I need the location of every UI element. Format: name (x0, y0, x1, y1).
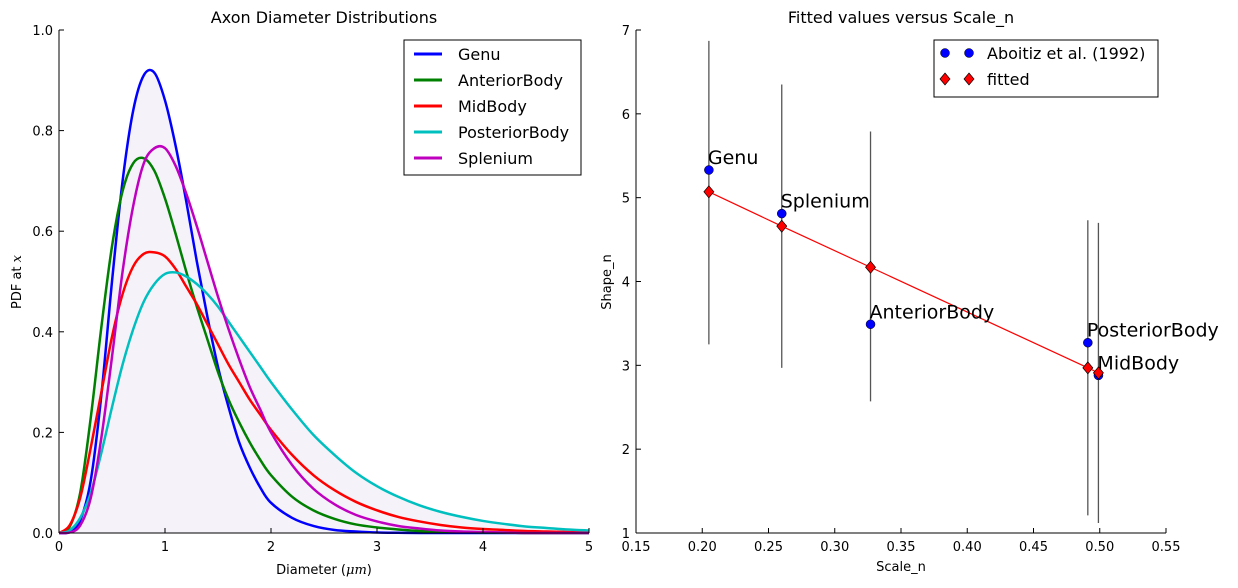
right-x-tick-label: 0.55 (1152, 540, 1181, 555)
right-fitted-points (703, 185, 1104, 380)
fitted-point-genu (703, 185, 715, 199)
left-y-tick-label: 1.0 (32, 24, 53, 39)
right-x-axis-label: Scale_n (876, 560, 926, 575)
right-x-ticks: 0.15 0.20 0.25 0.30 0.35 0.40 0.45 0.50 0.55 (622, 528, 1181, 555)
point-label-anteriorbody: AnteriorBody (870, 301, 995, 323)
right-y-tick-label: 7 (622, 24, 630, 39)
right-x-tick-label: 0.30 (820, 540, 849, 555)
right-y-tick-label: 2 (622, 443, 630, 458)
legend-label-posteriorbody: PosteriorBody (458, 123, 569, 142)
legend-label-anteriorbody: AnteriorBody (458, 71, 563, 90)
left-legend-items: Genu AnteriorBody MidBody PosteriorBody Sple… (414, 45, 569, 168)
right-fit-line (708, 191, 1099, 374)
right-y-tick-label: 1 (622, 527, 630, 542)
legend-fitted-label: fitted (987, 70, 1030, 89)
legend-fitted-marker-2 (963, 72, 975, 86)
left-y-axis-label: PDF at x (10, 254, 25, 309)
left-x-axis-label-main: Diameter ( (276, 563, 346, 578)
left-y-tick-label: 0.8 (32, 125, 53, 140)
left-x-axis-label-close: ) (367, 563, 372, 578)
right-chart: Fitted values versus Scale_n Genu Spleniu… (600, 8, 1219, 575)
left-x-ticks: 0 1 2 3 4 5 (55, 528, 593, 555)
right-y-tick-label: 4 (622, 276, 630, 291)
point-label-genu: Genu (708, 147, 759, 169)
left-x-axis-label: Diameter (μm) (276, 563, 372, 578)
series-line-posteriorbody (58, 270, 590, 535)
series-line-splenium (58, 144, 589, 535)
legend-observed-label: Aboitiz et al. (1992) (987, 44, 1145, 63)
right-error-bars (708, 40, 1100, 523)
right-y-tick-label: 6 (622, 108, 630, 123)
fit-line (708, 191, 1099, 374)
left-y-ticks: 0.0 0.2 0.4 0.6 0.8 1.0 (32, 24, 64, 542)
point-label-posteriorbody: PosteriorBody (1087, 320, 1219, 342)
left-chart-title: Axon Diameter Distributions (211, 8, 437, 27)
right-observed-points (704, 165, 1104, 381)
left-x-tick-label: 5 (585, 540, 593, 555)
left-fill-layer (59, 72, 589, 533)
left-x-tick-label: 0 (55, 540, 63, 555)
right-y-tick-label: 5 (622, 192, 630, 207)
right-x-tick-label: 0.45 (1019, 540, 1048, 555)
observed-point-genu (704, 165, 714, 175)
left-shaded-area (59, 72, 589, 533)
observed-point-posteriorbody (1083, 337, 1093, 348)
point-label-splenium: Splenium (781, 191, 870, 213)
left-y-axis-label-var: x (10, 254, 25, 262)
left-y-axis-label-main: PDF at (10, 262, 25, 309)
fitted-point-anteriorbody (865, 260, 876, 274)
legend-observed-marker-2 (964, 48, 974, 58)
left-x-tick-label: 3 (373, 540, 381, 555)
right-x-tick-label: 0.20 (688, 540, 717, 555)
fitted-point-midbody (1092, 366, 1104, 380)
right-y-tick-label: 3 (622, 359, 630, 374)
left-x-tick-label: 1 (161, 540, 169, 555)
legend-observed-marker-1 (940, 48, 950, 58)
legend-label-genu: Genu (458, 45, 501, 64)
right-x-tick-label: 0.25 (754, 540, 783, 555)
right-y-ticks: 1 2 3 4 5 6 7 (622, 24, 641, 542)
right-x-tick-label: 0.50 (1085, 540, 1114, 555)
right-y-axis-label: Shape_n (600, 254, 615, 309)
left-y-tick-label: 0.6 (32, 225, 53, 240)
observed-point-splenium (777, 208, 787, 219)
left-x-tick-label: 4 (479, 540, 487, 555)
legend-label-midbody: MidBody (458, 97, 527, 116)
right-x-tick-label: 0.15 (622, 540, 651, 555)
right-x-tick-label: 0.40 (953, 540, 982, 555)
right-legend: Aboitiz et al. (1992) fitted (933, 39, 1159, 98)
left-x-tick-label: 2 (267, 540, 275, 555)
left-axes (58, 30, 589, 534)
point-label-midbody: MidBody (1097, 352, 1179, 374)
legend-fitted-marker-1 (939, 72, 951, 86)
fitted-point-splenium (776, 219, 788, 233)
left-y-tick-label: 0.4 (32, 326, 53, 341)
right-x-tick-label: 0.35 (887, 540, 916, 555)
left-x-axis-label-unit: μm (346, 563, 367, 578)
left-y-tick-label: 0.0 (32, 527, 53, 542)
observed-point-anteriorbody (865, 319, 876, 330)
legend-label-splenium: Splenium (458, 149, 533, 168)
right-chart-title: Fitted values versus Scale_n (788, 8, 1014, 28)
right-point-labels: Genu Splenium AnteriorBody PosteriorBody Mid… (708, 147, 1219, 374)
fitted-point-posteriorbody (1082, 361, 1094, 375)
series-line-midbody (58, 250, 590, 535)
left-y-tick-label: 0.2 (32, 426, 53, 441)
left-legend: Genu AnteriorBody MidBody PosteriorBody Sple… (403, 39, 582, 176)
